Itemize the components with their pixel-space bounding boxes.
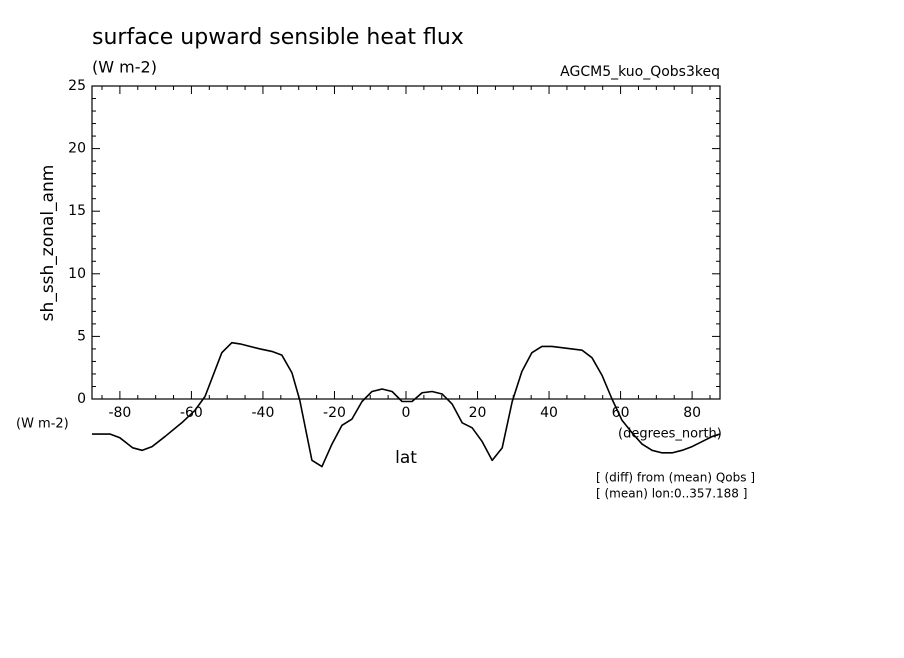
y-axis-label: sh_ssh_zonal_anm xyxy=(38,165,58,322)
y-tick-label: 0 xyxy=(77,391,86,407)
x-units: (degrees_north) xyxy=(618,427,722,442)
data-line xyxy=(92,341,721,468)
x-tick-label: 20 xyxy=(469,405,487,421)
y-tick-label: 25 xyxy=(68,78,86,94)
x-axis-label: lat xyxy=(395,448,417,468)
note: [ (diff) from (mean) Qobs ] xyxy=(596,471,755,485)
chart-subtitle: (W m-2) xyxy=(92,58,157,77)
y-tick-label: 5 xyxy=(77,328,86,344)
x-tick-label: 0 xyxy=(402,405,411,421)
note: [ (mean) lon:0..357.188 ] xyxy=(596,487,747,501)
y-tick-label: 10 xyxy=(68,266,86,282)
x-tick-label: -80 xyxy=(108,405,131,421)
x-tick-label: -20 xyxy=(323,405,346,421)
plot-frame xyxy=(91,85,721,400)
annotation: AGCM5_kuo_Qobs3keq xyxy=(560,64,720,80)
chart-title: surface upward sensible heat flux xyxy=(92,25,464,50)
x-tick-label: 80 xyxy=(683,405,701,421)
y-tick-label: 15 xyxy=(68,203,86,219)
y-tick-label: 20 xyxy=(68,141,86,157)
x-tick-label: 40 xyxy=(540,405,558,421)
x-tick-label: -40 xyxy=(252,405,275,421)
y-units: (W m-2) xyxy=(16,417,69,432)
